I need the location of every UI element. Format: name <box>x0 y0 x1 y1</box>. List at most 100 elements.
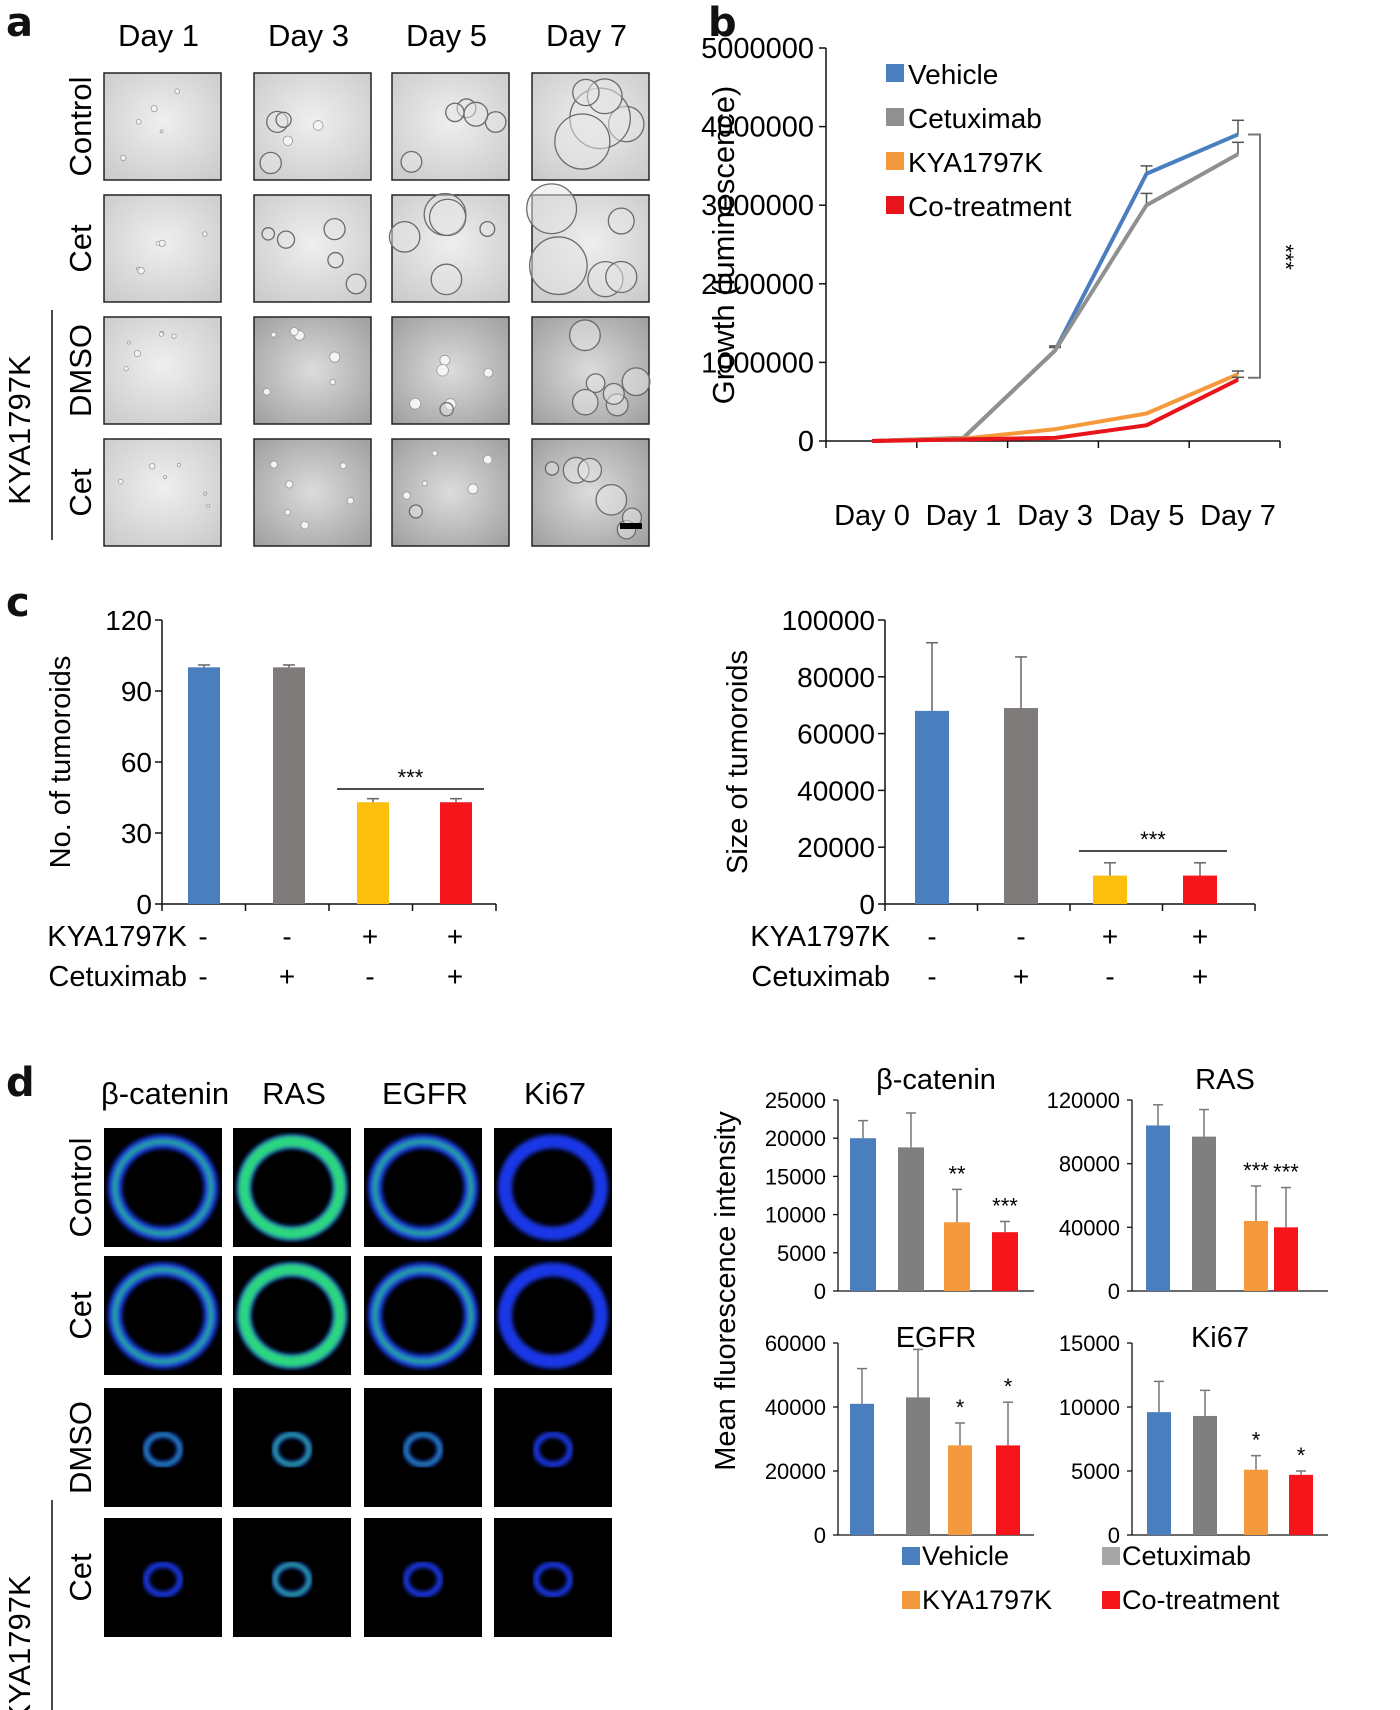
micrograph-tile <box>526 183 650 303</box>
day-column-label: Day 7 <box>546 18 627 53</box>
y-tick-label: 3000000 <box>701 190 814 222</box>
y-tick-label: 2000000 <box>701 269 814 301</box>
y-tick-label: 10000 <box>765 1203 826 1228</box>
y-tick-label: 60000 <box>797 719 875 750</box>
bar <box>1244 1220 1268 1291</box>
legend-swatch <box>886 152 904 170</box>
significance-stars: *** <box>1243 1158 1269 1183</box>
legend-swatch <box>902 1547 920 1565</box>
fluorescence-tile <box>494 1256 612 1375</box>
day-column-label: Day 5 <box>406 18 487 53</box>
y-tick-label: 0 <box>1108 1279 1120 1304</box>
legend-swatch <box>886 64 904 82</box>
bar <box>996 1445 1020 1535</box>
significance-bracket <box>1248 133 1261 379</box>
y-tick-label: 20000 <box>765 1126 826 1151</box>
y-tick-label: 0 <box>814 1279 826 1304</box>
significance-stars: *** <box>398 765 424 790</box>
y-tick-label: 100000 <box>782 605 875 636</box>
condition-sign: - <box>365 961 374 992</box>
y-tick-label: 20000 <box>765 1459 826 1484</box>
legend-swatch <box>1102 1591 1120 1609</box>
condition-sign: + <box>1192 921 1208 952</box>
x-tick-label: Day 0 <box>834 500 910 532</box>
legend-swatch <box>886 108 904 126</box>
micrograph-tile <box>531 438 650 547</box>
significance-stars: *** <box>1273 1160 1299 1185</box>
fluorescence-tile <box>233 1518 351 1637</box>
bar <box>1192 1136 1216 1291</box>
legend-swatch <box>902 1591 920 1609</box>
micrograph-tile <box>391 72 510 181</box>
condition-row-label: DMSO <box>63 1401 98 1494</box>
y-tick-label: 40000 <box>797 775 875 806</box>
y-tick-label: 0 <box>859 889 875 920</box>
micrograph-tile <box>253 316 372 425</box>
micrograph-tile <box>103 316 222 425</box>
y-tick-label: 15000 <box>765 1164 826 1189</box>
micrograph-tile <box>531 72 650 181</box>
panel-a-micrographs: Day 1 Day 3 Day 5 Day 7 Control Cet DMSO Cet K… <box>2 18 651 547</box>
y-tick-label: 60 <box>121 747 152 778</box>
chart-title: EGFR <box>896 1322 977 1354</box>
x-tick-label: Day 1 <box>926 500 1002 532</box>
bar <box>357 802 389 904</box>
fluorescence-tile <box>104 1128 222 1247</box>
significance-stars: * <box>956 1395 965 1420</box>
y-axis-label: Growth (luminescence) <box>706 86 741 405</box>
legend-label: Cetuximab <box>1122 1541 1251 1571</box>
x-tick-label: Day 3 <box>1017 500 1093 532</box>
condition-sign: - <box>282 921 291 952</box>
bar <box>992 1232 1018 1291</box>
chart-title: β-catenin <box>876 1064 996 1096</box>
significance-stars: *** <box>1140 827 1166 852</box>
growth-line-chart: 0 1000000 2000000 3000000 4000000 5000000 Day … <box>701 33 1298 532</box>
marker-column-label: β-catenin <box>101 1076 229 1111</box>
condition-sign: + <box>447 961 463 992</box>
condition-sign: + <box>447 921 463 952</box>
marker-column-label: RAS <box>262 1076 326 1111</box>
mfi-chart-d3: 0 20000 40000 60000 EGFR * * <box>765 1322 1034 1548</box>
legend-label: KYA1797K <box>922 1585 1052 1615</box>
y-tick-label: 15000 <box>1059 1331 1120 1356</box>
y-tick-label: 40000 <box>765 1395 826 1420</box>
y-tick-label: 0 <box>136 889 152 920</box>
y-tick-label: 30 <box>121 818 152 849</box>
x-tick-label: Day 5 <box>1109 500 1185 532</box>
bar <box>948 1445 972 1535</box>
fluorescence-tile <box>494 1388 612 1507</box>
legend-label: KYA1797K <box>908 147 1043 178</box>
condition-sign: + <box>1192 961 1208 992</box>
legend-swatch <box>886 196 904 214</box>
y-tick-label: 0 <box>1108 1523 1120 1548</box>
fluorescence-tile <box>494 1128 612 1247</box>
significance-stars: *** <box>1273 244 1298 270</box>
condition-label: KYA1797K <box>47 921 187 953</box>
bar <box>1004 708 1038 904</box>
bar <box>915 710 949 904</box>
bar <box>1093 875 1127 904</box>
micrograph-tile <box>253 72 372 181</box>
condition-row-label: Control <box>63 77 98 177</box>
condition-sign: - <box>198 961 207 992</box>
significance-stars: *** <box>992 1193 1018 1218</box>
panel-a-label: a <box>6 0 33 46</box>
significance-stars: ** <box>948 1161 966 1186</box>
marker-column-label: Ki67 <box>524 1076 586 1111</box>
bar <box>1183 875 1217 904</box>
tumoroid-size-chart: 0 20000 40000 60000 80000 100000 Size of tumor… <box>722 605 1256 993</box>
bar <box>906 1397 930 1535</box>
fluorescence-tile <box>364 1388 482 1507</box>
condition-row-label: Cet <box>63 468 98 517</box>
day-column-label: Day 1 <box>118 18 199 53</box>
chart-title: Ki67 <box>1191 1322 1249 1354</box>
y-tick-label: 5000 <box>1071 1459 1120 1484</box>
fluorescence-tile <box>233 1128 351 1247</box>
legend-label: Co-treatment <box>908 191 1072 222</box>
fluorescence-tile <box>494 1518 612 1637</box>
kya-group-label: KYA1797K <box>2 355 37 505</box>
fluorescence-tile <box>104 1388 222 1507</box>
bar <box>850 1138 876 1291</box>
fluorescence-tile <box>233 1388 351 1507</box>
micrograph-tile <box>103 194 222 303</box>
